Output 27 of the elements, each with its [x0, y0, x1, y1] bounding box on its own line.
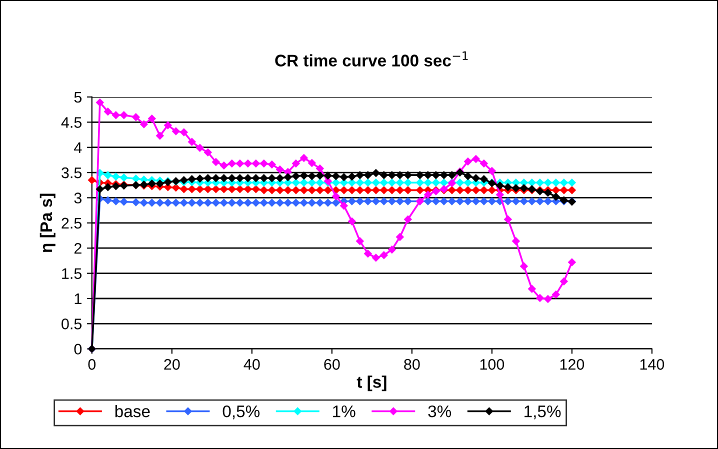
legend-label: 0,5% [222, 405, 260, 420]
x-tick-label: 0 [88, 359, 96, 370]
y-axis-title: η [Pa s] [40, 194, 56, 252]
x-axis-title: t [s] [356, 376, 386, 392]
y-tick-label: 1 [74, 294, 82, 304]
y-tick-label: 4 [74, 142, 82, 153]
y-tick-label: 3.5 [62, 167, 82, 178]
y-tick-label: 0 [74, 344, 82, 355]
y-tick-label: 2 [74, 242, 82, 254]
legend-label: 3% [428, 405, 452, 418]
y-tick-label: 4.5 [61, 117, 82, 128]
y-tick-label: 5 [74, 92, 82, 103]
legend-label: 1% [333, 406, 356, 418]
legend-label: base [115, 405, 150, 418]
y-tick-label: 3 [74, 192, 82, 204]
x-tick-label: 120 [560, 359, 584, 370]
y-tick-label: 2.5 [62, 218, 82, 229]
x-tick-label: 40 [244, 359, 260, 370]
y-tick-label: 1.5 [62, 268, 82, 279]
legend-label: 1,5% [524, 406, 561, 420]
x-tick-label: 20 [164, 359, 180, 370]
x-tick-label: 60 [324, 359, 340, 370]
x-tick-label: 100 [480, 359, 504, 370]
x-tick-label: 140 [640, 359, 664, 370]
x-tick-label: 80 [404, 359, 420, 370]
y-tick-label: 0.5 [62, 318, 82, 330]
chart-title: CR time curve 100 sec$^{−1}$ [275, 51, 468, 66]
